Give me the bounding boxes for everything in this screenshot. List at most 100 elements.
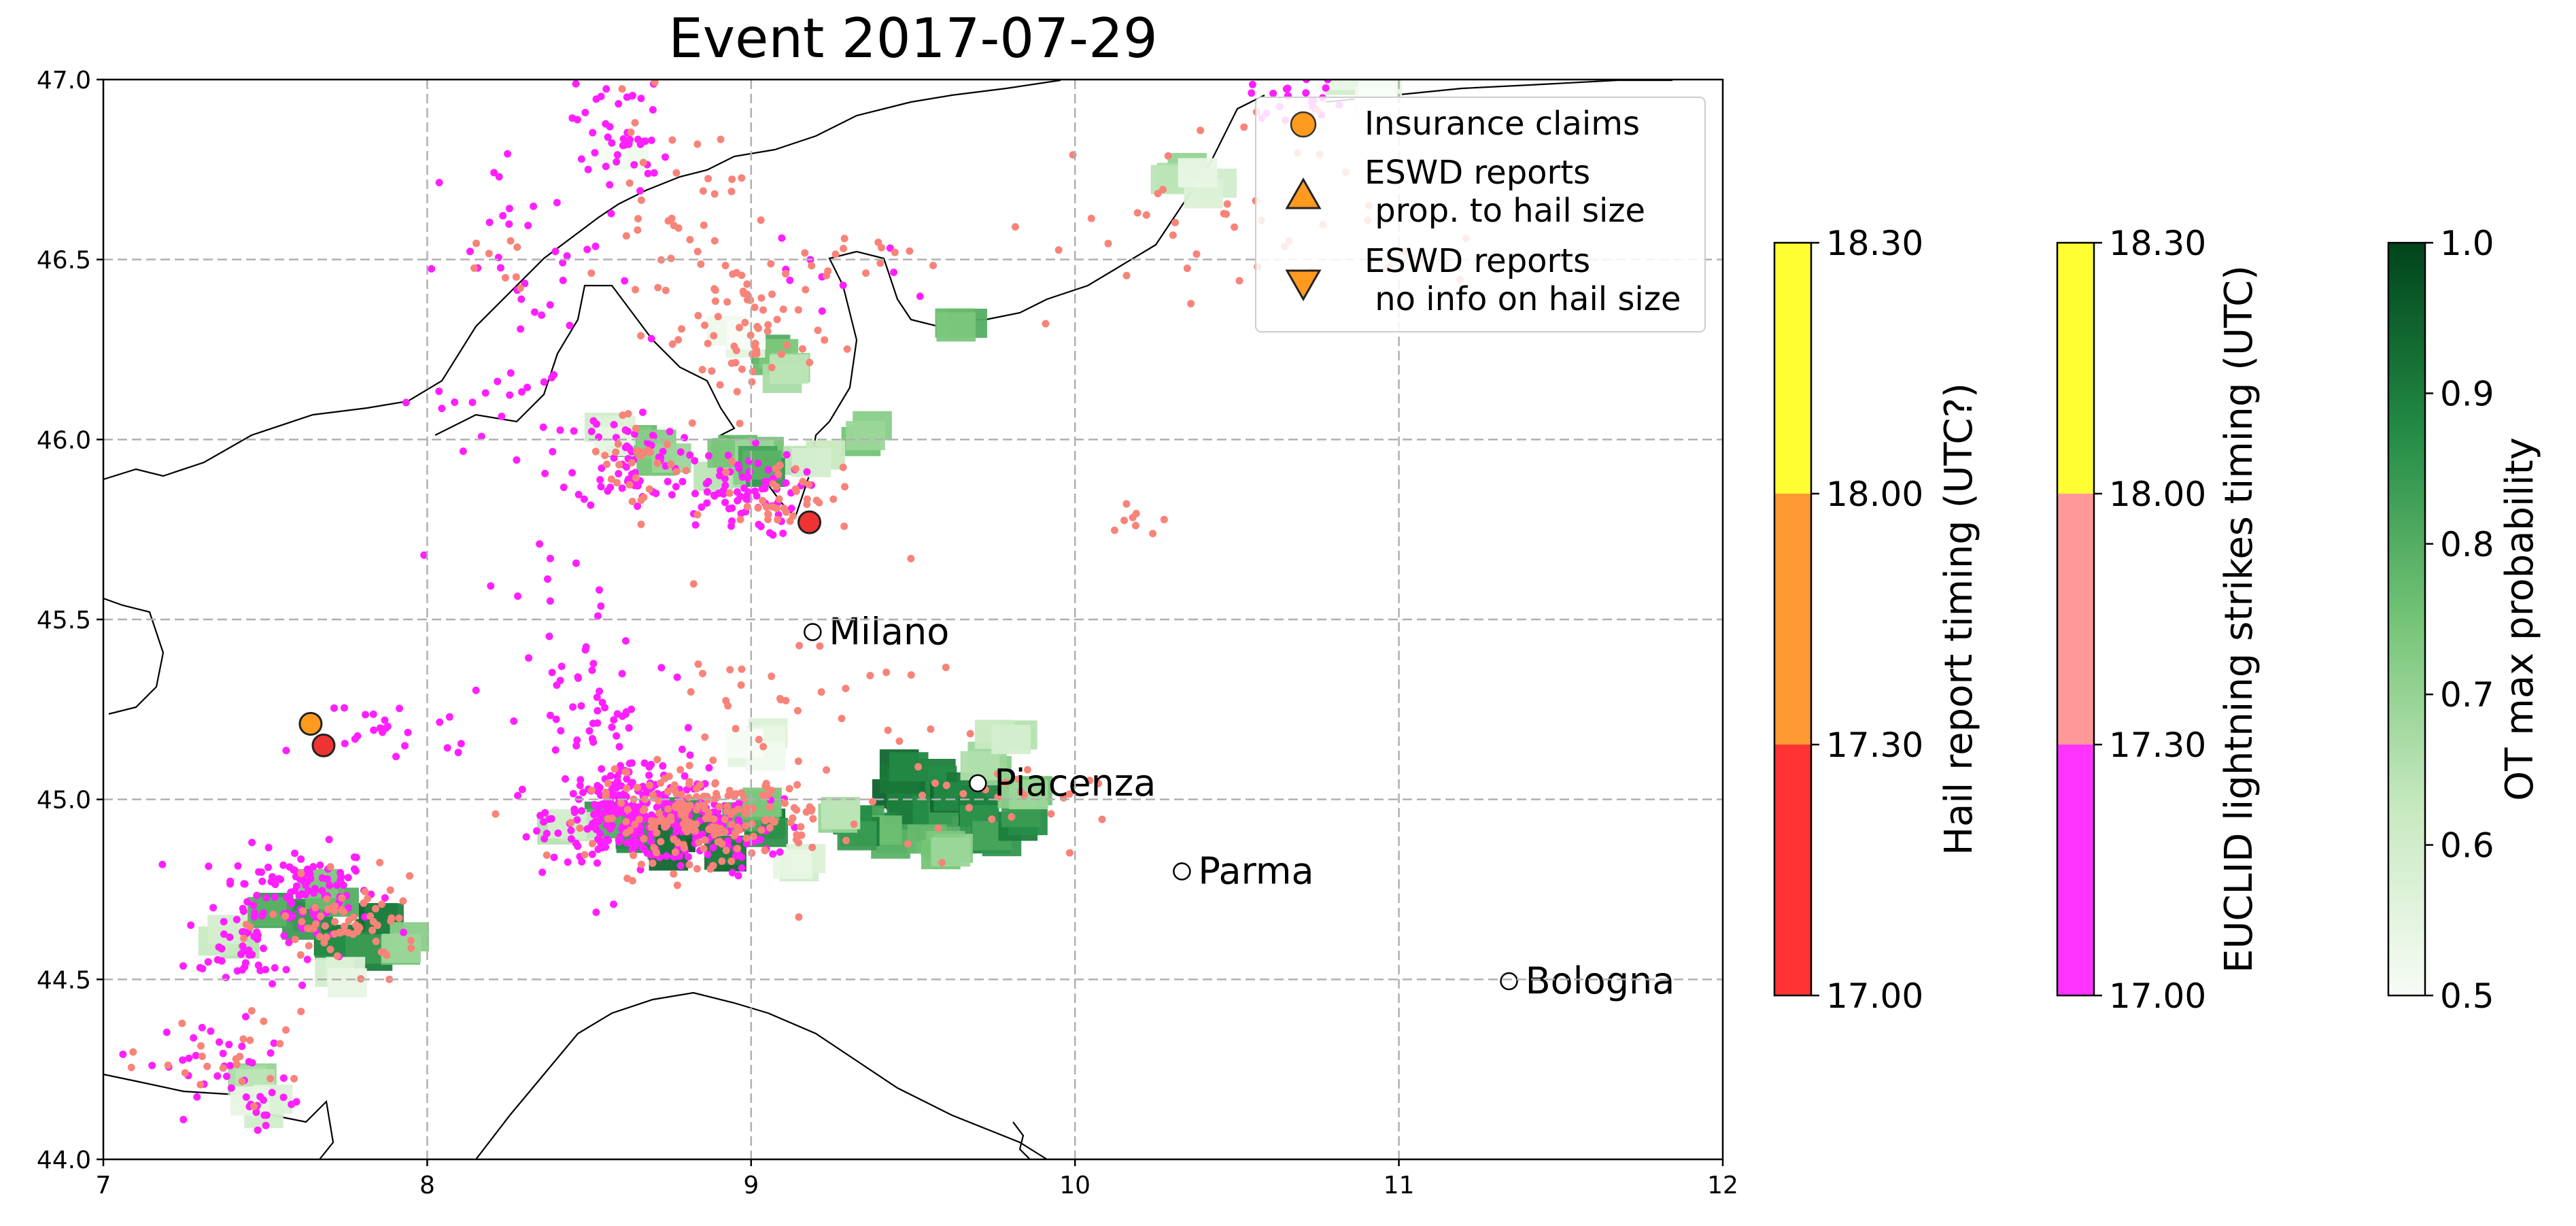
lightning-strike-mid [604, 779, 612, 787]
lightning-strike-mid [1169, 231, 1177, 239]
lightning-strike-mid [681, 802, 689, 810]
lightning-strike-early [255, 868, 263, 876]
lightning-strike-early [459, 447, 467, 456]
lightning-strike-mid [677, 791, 685, 799]
lightning-strike-mid [663, 821, 671, 829]
lightning-strike-mid [794, 306, 802, 314]
lightning-strike-early [264, 844, 273, 852]
lightning-strike-early [517, 295, 526, 303]
lightning-strike-early [559, 276, 567, 284]
colorbar-tick-label: 18.00 [1826, 475, 1923, 514]
lightning-strike-mid [736, 515, 744, 524]
lightning-strike-early [344, 874, 352, 882]
lightning-strike-mid [371, 904, 379, 913]
lightning-strike-early [610, 421, 618, 429]
lightning-strike-early [684, 853, 692, 861]
lightning-strike-mid [701, 836, 709, 844]
lightning-strike-mid [710, 237, 719, 245]
lightning-strike-early [541, 469, 549, 477]
ot-cell [328, 968, 367, 998]
city-marker [804, 623, 822, 641]
lightning-strike-early [504, 150, 512, 158]
lightning-strike-mid [682, 466, 690, 475]
lightning-strike-early [1322, 84, 1330, 92]
lightning-strike-early [686, 751, 694, 759]
lightning-strike-early [514, 592, 522, 600]
border-france-italy [103, 597, 165, 715]
lightning-strike-mid [794, 757, 802, 766]
lightning-strike-early [498, 412, 506, 420]
legend-label-insurance: Insurance claims [1364, 105, 1640, 143]
lightning-strike-early [570, 805, 579, 813]
lightning-strike-mid [695, 838, 703, 847]
colorbar-segment [2057, 243, 2094, 494]
lightning-strike-early [254, 961, 262, 970]
lightning-strike-mid [704, 175, 712, 183]
lightning-strike-mid [1240, 123, 1248, 131]
lightning-strike-mid [757, 216, 765, 224]
lightning-strike-mid [588, 840, 596, 848]
lightning-strike-early [567, 835, 575, 843]
lightning-strike-mid [790, 804, 798, 812]
lightning-strike-early [593, 693, 601, 701]
border-swiss-north [103, 80, 1061, 481]
lightning-strike-mid [780, 799, 789, 807]
lightning-strike-mid [238, 1077, 246, 1085]
lightning-strike-early [567, 826, 575, 834]
lightning-strike-mid [757, 294, 766, 302]
lightning-strike-early [610, 454, 618, 462]
lightning-strike-early [370, 726, 378, 734]
ot-cell [769, 354, 809, 384]
hail-report-marker [797, 510, 822, 534]
lightning-strike-early [564, 858, 572, 866]
lightning-strike-mid [1023, 766, 1031, 774]
lightning-strike-early [630, 160, 638, 169]
legend-label-eswd-nosize: ESWD reports no info on hail size [1364, 242, 1681, 318]
lightning-strike-mid [298, 917, 306, 925]
ot-cell [1008, 780, 1048, 810]
lightning-strike-mid [710, 332, 718, 340]
lightning-strike-early [517, 388, 526, 396]
lightning-strike-mid [754, 504, 762, 512]
lightning-strike-early [245, 1057, 253, 1066]
lightning-strike-mid [738, 665, 746, 673]
lightning-strike-early [678, 745, 686, 753]
lightning-strike-early [744, 475, 753, 483]
lightning-strike-mid [891, 248, 899, 256]
lightning-strike-mid [587, 786, 596, 794]
colorbar-segment [2057, 745, 2094, 995]
lightning-strike-mid [644, 447, 652, 455]
lightning-strike-mid [1110, 526, 1118, 534]
coastline-genoa-bay [475, 991, 1048, 1159]
lightning-strike-early [691, 457, 699, 465]
lightning-strike-early [619, 141, 627, 150]
lightning-strike-early [445, 713, 453, 721]
lightning-strike-mid [1164, 152, 1172, 160]
lightning-strike-mid [738, 365, 746, 373]
lightning-strike-mid [741, 318, 749, 326]
lightning-strike-mid [798, 345, 806, 353]
lightning-strike-early [587, 501, 595, 509]
lightning-strike-mid [839, 463, 847, 471]
lightning-strike-mid [668, 214, 676, 222]
lightning-strike-mid [685, 762, 693, 770]
colorbar-tick-label: 18.30 [2109, 224, 2206, 263]
colorbar-hail-timing: 17.00 17.30 18.00 18.30 Hail report timing (… [1773, 224, 1981, 1016]
lightning-strike-early [594, 612, 602, 620]
lightning-strike-early [664, 477, 672, 486]
lightning-strike-mid [1160, 515, 1168, 524]
lightning-strike-early [286, 863, 294, 871]
lightning-strike-mid [689, 580, 698, 588]
lightning-strike-mid [693, 806, 701, 814]
lightning-strike-early [742, 495, 751, 503]
lightning-strike-early [583, 245, 591, 254]
lightning-strike-mid [766, 823, 774, 832]
lightning-strike-mid [840, 235, 848, 243]
lightning-strike-early [220, 930, 228, 938]
lightning-strike-early [219, 1049, 227, 1057]
y-axis-ticks: 44.0 44.5 45.0 45.5 46.0 46.5 47.0 [37, 67, 103, 1174]
lightning-strike-mid [785, 785, 793, 793]
lightning-strike-mid [716, 381, 724, 389]
lightning-strike-early [734, 872, 742, 880]
y-tick-label: 44.0 [37, 1146, 91, 1174]
